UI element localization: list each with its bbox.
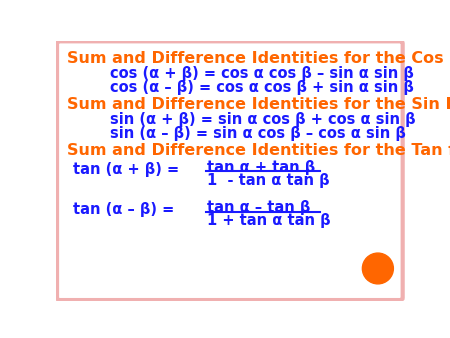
Text: sin (α – β) = sin α cos β – cos α sin β: sin (α – β) = sin α cos β – cos α sin β: [111, 126, 406, 141]
Text: 1  - tan α tan β: 1 - tan α tan β: [207, 173, 330, 188]
Text: Sum and Difference Identities for the Tan function: Sum and Difference Identities for the Ta…: [67, 143, 450, 158]
Text: tan (α – β) =: tan (α – β) =: [73, 202, 175, 217]
Text: sin (α + β) = sin α cos β + cos α sin β: sin (α + β) = sin α cos β + cos α sin β: [111, 112, 416, 127]
FancyBboxPatch shape: [57, 41, 403, 300]
Text: cos (α + β) = cos α cos β – sin α sin β: cos (α + β) = cos α cos β – sin α sin β: [111, 66, 414, 81]
Text: tan (α + β) =: tan (α + β) =: [73, 162, 180, 177]
Text: tan α – tan β: tan α – tan β: [207, 200, 311, 215]
Text: tan α + tan β: tan α + tan β: [207, 160, 315, 175]
Text: Sum and Difference Identities for the Cos Function: Sum and Difference Identities for the Co…: [67, 51, 450, 66]
Circle shape: [362, 253, 393, 284]
Text: Sum and Difference Identities for the Sin Function: Sum and Difference Identities for the Si…: [67, 97, 450, 112]
Text: 1 + tan α tan β: 1 + tan α tan β: [207, 213, 331, 228]
Text: cos (α – β) = cos α cos β + sin α sin β: cos (α – β) = cos α cos β + sin α sin β: [111, 80, 414, 95]
